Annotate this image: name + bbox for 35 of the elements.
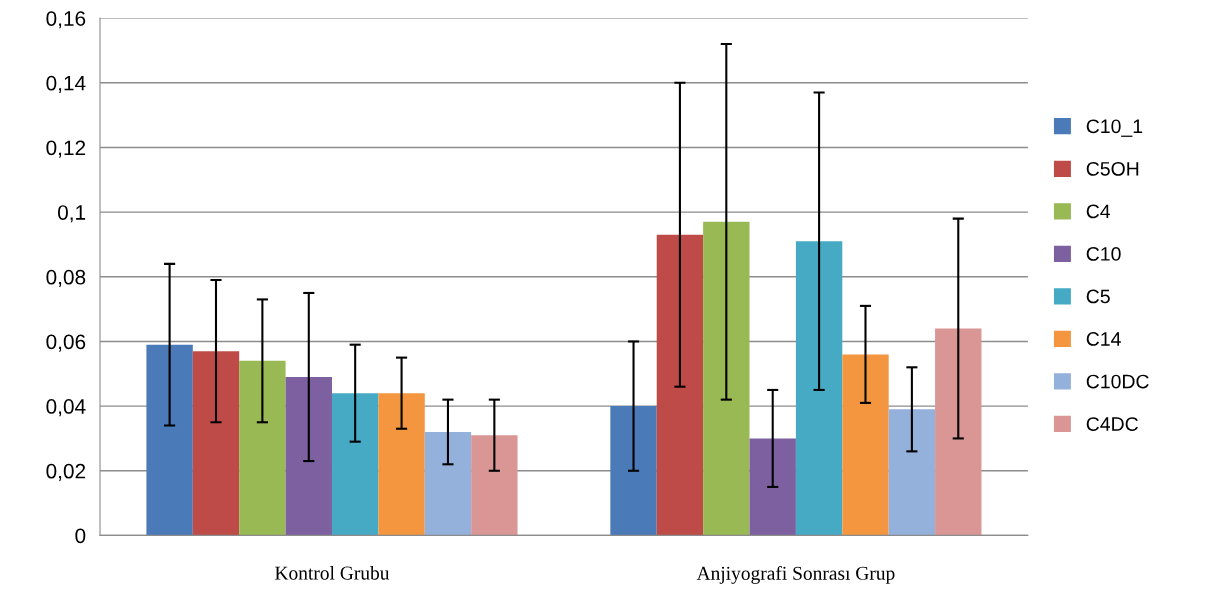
- bar: [888, 409, 936, 536]
- legend-label: C5OH: [1086, 161, 1139, 176]
- legend-label: C14: [1086, 332, 1121, 346]
- bar: [703, 221, 750, 536]
- legend-label: C4: [1086, 204, 1111, 219]
- y-tick-label: 0,16: [46, 11, 86, 29]
- bar: [610, 406, 657, 536]
- bar: [935, 328, 982, 536]
- bar: [656, 234, 704, 536]
- y-tick-label: 0,1: [57, 205, 86, 223]
- y-tick-label: 0,06: [46, 334, 86, 352]
- bar: [285, 377, 332, 536]
- y-tick-label: 0,12: [46, 140, 86, 158]
- bar: [424, 431, 472, 536]
- y-tick-label: 0,08: [46, 269, 86, 287]
- y-tick-label: 0,04: [46, 399, 86, 417]
- legend-label: C10_1: [1086, 119, 1143, 137]
- bar: [378, 393, 425, 536]
- legend-label: C5: [1086, 289, 1110, 304]
- bar: [795, 241, 843, 536]
- bar: [749, 438, 796, 536]
- legend-label: C10: [1086, 247, 1121, 261]
- legend-label: C4DC: [1086, 417, 1138, 431]
- y-tick-label: 0,02: [46, 463, 86, 481]
- bar: [146, 344, 193, 536]
- bar: [331, 393, 379, 536]
- y-tick-label: 0,14: [46, 75, 86, 94]
- bar: [471, 435, 518, 536]
- legend-label: C10DC: [1086, 374, 1149, 389]
- bar: [842, 354, 889, 536]
- x-tick-label: Kontrol Grubu: [275, 565, 390, 580]
- x-tick-label: Anjiyografi Sonrası Grup: [696, 565, 895, 584]
- y-tick-label: 0: [75, 528, 86, 544]
- bar: [192, 351, 240, 536]
- bar: [239, 360, 286, 536]
